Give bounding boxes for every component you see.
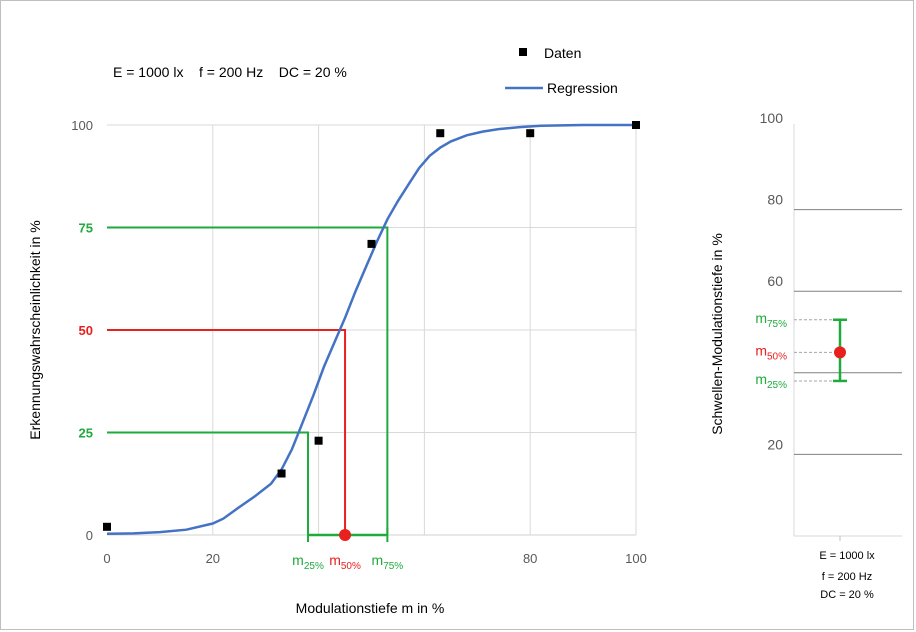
legend-daten-label: Daten	[544, 45, 581, 61]
errorbar-median-point	[834, 346, 846, 359]
main-y-axis-title: Erkennungswahrscheinlichkeit in %	[27, 220, 43, 439]
threshold-chart-y-axis-title: Schwellen-Modulationstiefe in %	[709, 233, 725, 435]
main-x-tick-label: 100	[625, 551, 647, 566]
main-chart: E = 1000 lx f = 200 Hz DC = 20 % Daten R…	[27, 45, 647, 616]
main-x-tick-labels: 0 20 80 100	[103, 551, 646, 566]
errorbar-label-25: m25%	[755, 371, 787, 391]
daten-points	[103, 121, 640, 531]
main-y-tick-label: 100	[71, 118, 93, 133]
threshold-chart-y-tick-label: 100	[760, 110, 784, 126]
daten-point	[277, 469, 286, 478]
daten-point	[314, 436, 323, 445]
threshold-label-75-base: m	[372, 552, 384, 568]
threshold-chart-category-label: E = 1000 lx f = 200 Hz DC = 20 %	[819, 550, 875, 601]
threshold-lines	[107, 226, 389, 535]
main-x-tick-label: 80	[523, 551, 537, 566]
threshold-bracket	[307, 528, 389, 542]
main-legend: Daten Regression	[505, 45, 618, 96]
errorbar-label-50-base: m	[755, 342, 767, 358]
threshold-label-25-base: m	[292, 552, 304, 568]
threshold-label-50: m50%	[329, 552, 361, 572]
threshold-label-75: m75%	[372, 552, 404, 572]
errorbar-label-25-base: m	[755, 371, 767, 387]
main-info-text: E = 1000 lx f = 200 Hz DC = 20 %	[113, 64, 347, 80]
errorbar-label-25-subscript: 25%	[767, 380, 787, 391]
daten-point	[632, 121, 640, 129]
threshold-label-25-subscript: 25%	[304, 561, 324, 572]
threshold-label-50-base: m	[329, 552, 341, 568]
threshold-reference-lines	[794, 319, 838, 382]
threshold-errorbar-labels: m75%m50%m25%	[755, 310, 787, 391]
errorbar-label-50-subscript: 50%	[767, 351, 787, 362]
threshold-line-50	[107, 329, 347, 535]
daten-point	[436, 129, 445, 138]
threshold-label-50-subscript: 50%	[341, 561, 361, 572]
main-horizontal-gridlines	[107, 124, 636, 433]
threshold-errorbar	[833, 318, 847, 383]
threshold-line-75	[107, 226, 389, 535]
errorbar-label-75-subscript: 75%	[767, 319, 787, 330]
main-x-tick-label: 0	[103, 551, 110, 566]
category-line-2: f = 200 Hz	[822, 571, 872, 583]
main-x-tick-label: 20	[206, 551, 220, 566]
legend-regression-label: Regression	[547, 80, 618, 96]
threshold-chart-y-tick-labels: 20 60 80 100	[760, 110, 784, 452]
errorbar-label-50: m50%	[755, 342, 787, 362]
legend-daten-marker	[519, 48, 527, 56]
threshold-chart-y-tick-label: 80	[767, 192, 783, 208]
daten-point	[367, 239, 376, 248]
threshold-chart-y-tick-label: 20	[767, 436, 783, 452]
errorbar-label-75-base: m	[755, 310, 767, 326]
threshold-line-25	[107, 431, 310, 535]
main-y-tick-labels: 0 100 25 50 75	[71, 118, 93, 543]
category-line-3: DC = 20 %	[820, 589, 874, 601]
main-y-highlight-tick-label: 25	[79, 426, 93, 441]
regression-line	[106, 123, 636, 536]
main-y-highlight-tick-label: 50	[79, 323, 93, 338]
category-line-1: E = 1000 lx	[819, 550, 875, 562]
main-y-highlight-tick-label: 75	[79, 221, 93, 236]
daten-point	[103, 522, 111, 531]
main-y-tick-label: 0	[86, 528, 93, 543]
bracket-median-marker	[339, 529, 352, 541]
threshold-chart-y-tick-label: 60	[767, 273, 783, 289]
main-x-axis-title: Modulationstiefe m in %	[296, 600, 445, 616]
threshold-labels: m25% m50% m75%	[292, 552, 403, 572]
threshold-chart-gridlines	[794, 209, 902, 455]
daten-point	[526, 129, 535, 138]
errorbar-label-75: m75%	[755, 310, 787, 330]
threshold-label-25: m25%	[292, 552, 324, 572]
threshold-label-75-subscript: 75%	[383, 561, 403, 572]
